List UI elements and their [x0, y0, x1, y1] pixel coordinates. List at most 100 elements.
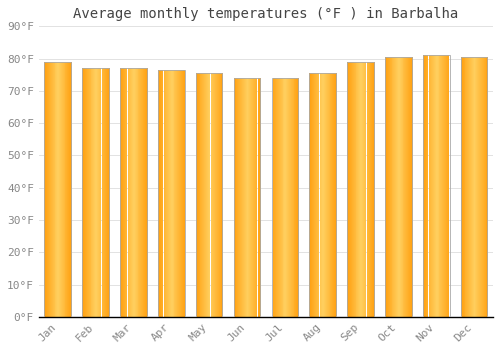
Bar	[486, 57, 488, 317]
Bar	[356, 62, 358, 317]
Bar	[205, 73, 206, 317]
Bar	[145, 68, 146, 317]
Bar	[106, 68, 107, 317]
Bar	[176, 70, 177, 317]
Bar	[168, 70, 169, 317]
Bar	[350, 62, 351, 317]
Bar	[330, 73, 332, 317]
Bar	[208, 73, 210, 317]
Bar	[469, 57, 470, 317]
Bar	[166, 70, 167, 317]
Bar	[174, 70, 176, 317]
Bar	[171, 70, 172, 317]
Bar	[161, 70, 162, 317]
Bar	[252, 78, 253, 317]
Bar	[296, 78, 297, 317]
Bar	[167, 70, 168, 317]
Bar	[366, 62, 368, 317]
Bar	[134, 68, 135, 317]
Title: Average monthly temperatures (°F ) in Barbalha: Average monthly temperatures (°F ) in Ba…	[74, 7, 458, 21]
Bar	[179, 70, 180, 317]
Bar	[428, 55, 430, 317]
Bar	[436, 55, 438, 317]
Bar	[108, 68, 109, 317]
Bar	[385, 57, 386, 317]
Bar	[253, 78, 254, 317]
Bar	[88, 68, 90, 317]
Bar	[133, 68, 134, 317]
Bar	[256, 78, 258, 317]
Bar	[388, 57, 389, 317]
Bar	[162, 70, 164, 317]
Bar	[325, 73, 326, 317]
Bar	[92, 68, 94, 317]
Bar	[50, 62, 51, 317]
Bar	[336, 73, 337, 317]
Bar	[63, 62, 64, 317]
Bar	[435, 55, 436, 317]
Bar	[99, 68, 100, 317]
Bar	[272, 78, 274, 317]
Bar	[96, 68, 97, 317]
Bar	[238, 78, 239, 317]
Bar	[142, 68, 143, 317]
Bar	[430, 55, 431, 317]
Bar	[277, 78, 278, 317]
Bar	[290, 78, 291, 317]
Bar	[462, 57, 464, 317]
Bar	[476, 57, 478, 317]
Bar	[370, 62, 371, 317]
Bar	[423, 55, 424, 317]
Bar	[204, 73, 205, 317]
Bar	[158, 70, 184, 317]
Bar	[160, 70, 161, 317]
Bar	[158, 70, 159, 317]
Bar	[389, 57, 390, 317]
Bar	[272, 78, 298, 317]
Bar	[258, 78, 260, 317]
Bar	[353, 62, 354, 317]
Bar	[164, 70, 166, 317]
Bar	[395, 57, 396, 317]
Bar	[170, 70, 171, 317]
Bar	[46, 62, 47, 317]
Bar	[473, 57, 474, 317]
Bar	[140, 68, 141, 317]
Bar	[404, 57, 405, 317]
Bar	[196, 73, 222, 317]
Bar	[47, 62, 48, 317]
Bar	[440, 55, 442, 317]
Bar	[279, 78, 280, 317]
Bar	[320, 73, 322, 317]
Bar	[409, 57, 410, 317]
Bar	[203, 73, 204, 317]
Bar	[136, 68, 138, 317]
Bar	[326, 73, 327, 317]
Bar	[372, 62, 373, 317]
Bar	[445, 55, 446, 317]
Bar	[286, 78, 287, 317]
Bar	[241, 78, 242, 317]
Bar	[461, 57, 462, 317]
Bar	[242, 78, 243, 317]
Bar	[287, 78, 288, 317]
Bar	[313, 73, 314, 317]
Bar	[291, 78, 292, 317]
Bar	[274, 78, 275, 317]
Bar	[438, 55, 440, 317]
Bar	[276, 78, 277, 317]
Bar	[364, 62, 366, 317]
Bar	[402, 57, 404, 317]
Bar	[310, 73, 312, 317]
Bar	[398, 57, 399, 317]
Bar	[351, 62, 352, 317]
Bar	[424, 55, 425, 317]
Bar	[104, 68, 105, 317]
Bar	[202, 73, 203, 317]
Bar	[169, 70, 170, 317]
Bar	[411, 57, 412, 317]
Bar	[144, 68, 145, 317]
Bar	[218, 73, 220, 317]
Bar	[100, 68, 102, 317]
Bar	[443, 55, 444, 317]
